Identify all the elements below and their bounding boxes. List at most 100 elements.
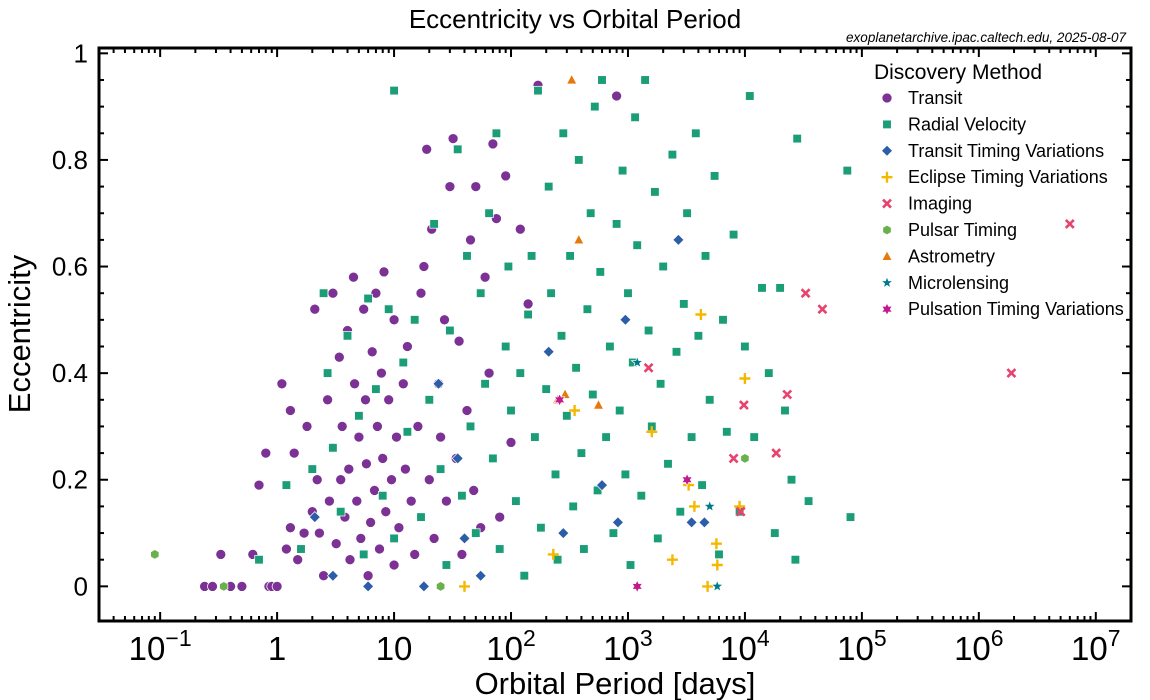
data-point (474, 569, 487, 582)
x-tick-label: 1 (268, 630, 286, 667)
data-point (770, 528, 780, 538)
data-point (728, 229, 739, 240)
data-point (342, 331, 353, 341)
legend-label: Transit Timing Variations (908, 141, 1104, 161)
data-point (441, 495, 452, 507)
data-point (615, 405, 625, 416)
data-point (386, 474, 397, 486)
data-point (358, 303, 370, 315)
series-pulsar-timing (150, 453, 750, 592)
data-point (588, 389, 598, 400)
data-point (365, 517, 376, 528)
data-point (671, 347, 682, 357)
data-point (388, 314, 400, 326)
data-point (362, 570, 374, 582)
data-point (569, 405, 581, 416)
data-point (150, 549, 160, 560)
data-point (695, 309, 707, 320)
data-point (471, 528, 481, 538)
legend-entry: Imaging (882, 194, 972, 214)
legend-marker (881, 250, 893, 261)
data-point (271, 581, 283, 592)
data-point (739, 373, 751, 384)
legend-label: Astrometry (908, 246, 995, 266)
data-point (383, 394, 395, 406)
legend-marker (880, 275, 894, 289)
data-point (453, 335, 465, 347)
data-point (630, 112, 640, 122)
data-point (461, 405, 473, 416)
data-point (691, 128, 701, 138)
data-point (215, 549, 227, 560)
data-point (479, 271, 491, 283)
data-point (718, 315, 728, 325)
data-point (710, 538, 722, 550)
data-point (617, 165, 628, 176)
x-tick-label: 106 (954, 625, 1004, 667)
data-point (288, 447, 300, 459)
data-point (435, 431, 446, 443)
data-point (745, 91, 755, 101)
data-point (388, 559, 400, 571)
data-point (328, 443, 338, 453)
data-point (675, 507, 685, 517)
data-point (636, 491, 646, 501)
data-point (780, 405, 790, 416)
data-point (423, 474, 435, 486)
data-point (522, 298, 534, 310)
data-point (586, 208, 596, 218)
data-point (681, 472, 693, 487)
data-point (632, 240, 642, 250)
data-point (782, 389, 793, 400)
data-markers (150, 73, 1075, 594)
data-point (579, 544, 589, 554)
data-point (842, 165, 852, 176)
data-point (451, 452, 464, 465)
legend-marker (882, 224, 892, 236)
data-point (693, 331, 704, 341)
data-point (685, 516, 698, 529)
data-point (1006, 368, 1017, 379)
source-note: exoplanetarchive.ipac.caltech.edu, 2025-… (846, 30, 1126, 45)
data-point (468, 485, 480, 496)
legend-entry: Transit Timing Variations (881, 141, 1104, 161)
data-point (505, 437, 517, 448)
data-point (1064, 218, 1075, 229)
data-point (412, 421, 424, 432)
data-point (360, 394, 371, 406)
data-point (462, 251, 472, 261)
data-point (556, 331, 567, 341)
data-point (710, 579, 724, 593)
data-point (640, 75, 650, 85)
data-point (366, 346, 378, 358)
data-point (547, 548, 559, 560)
data-point (491, 128, 502, 138)
data-point (557, 527, 570, 540)
data-point (483, 367, 495, 379)
data-point (410, 315, 420, 325)
data-point (650, 187, 660, 197)
data-point (735, 506, 746, 517)
legend-marker (881, 171, 893, 183)
data-point (487, 138, 499, 150)
data-point (281, 543, 292, 555)
data-point (803, 496, 814, 506)
data-point (619, 313, 632, 326)
data-point (514, 223, 526, 235)
data-point (445, 325, 455, 336)
data-point (792, 133, 802, 144)
plot-frame (97, 46, 1133, 623)
data-point (428, 533, 440, 544)
data-point (530, 432, 540, 442)
data-point (260, 447, 272, 459)
data-point (369, 485, 380, 496)
data-point (541, 384, 551, 394)
data-point (324, 495, 335, 507)
data-point (465, 421, 476, 432)
data-point (491, 213, 502, 224)
data-point (817, 304, 828, 315)
data-point (353, 431, 365, 443)
data-point (285, 522, 296, 534)
data-point (494, 511, 506, 523)
